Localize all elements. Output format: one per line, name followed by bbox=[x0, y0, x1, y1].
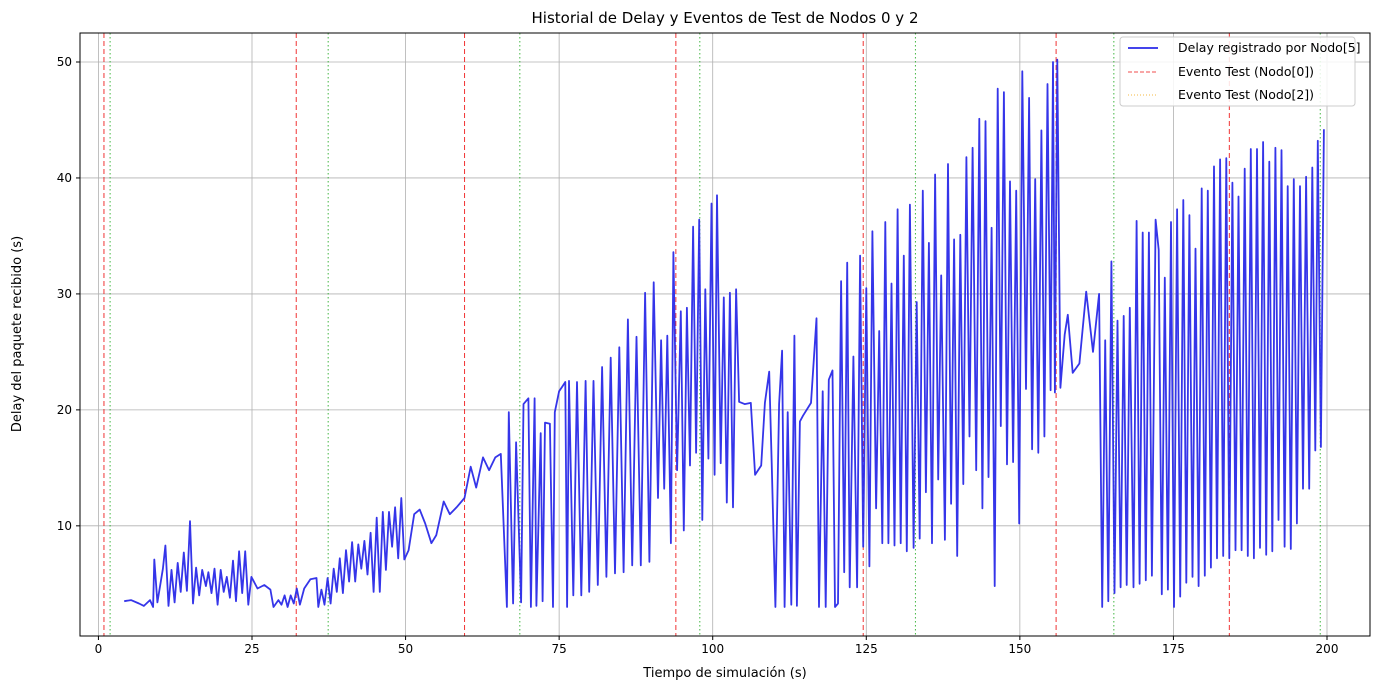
legend-box bbox=[1119, 36, 1356, 107]
x-tick-label: 100 bbox=[701, 642, 724, 656]
legend-label-delay: Delay registrado por Nodo[5] bbox=[1178, 40, 1361, 55]
x-tick-label: 0 bbox=[95, 642, 103, 656]
y-tick-label: 40 bbox=[57, 171, 72, 185]
y-tick-label: 30 bbox=[57, 287, 72, 301]
x-tick-label: 50 bbox=[398, 642, 413, 656]
x-axis-title: Tiempo de simulación (s) bbox=[642, 666, 806, 681]
x-tick-label: 175 bbox=[1162, 642, 1185, 656]
y-tick-label: 50 bbox=[57, 55, 72, 69]
y-tick-label: 20 bbox=[57, 403, 72, 417]
legend-label-test-nodo2: Evento Test (Nodo[2]) bbox=[1178, 87, 1314, 102]
y-tick-label: 10 bbox=[57, 519, 72, 533]
chart-title: Historial de Delay y Eventos de Test de … bbox=[532, 9, 919, 27]
legend: Delay registrado por Nodo[5] Evento Test… bbox=[1119, 36, 1361, 107]
x-tick-label: 150 bbox=[1008, 642, 1031, 656]
delay-series bbox=[124, 58, 1325, 608]
delay-line bbox=[124, 58, 1325, 608]
x-tick-label: 200 bbox=[1316, 642, 1339, 656]
y-axis-title: Delay del paquete recibido (s) bbox=[10, 236, 25, 432]
plot-frame bbox=[79, 32, 1371, 637]
x-tick-label: 75 bbox=[552, 642, 567, 656]
axis-ticks: 0 25 50 75 100 125 150 175 200 10 20 30 40 50 bbox=[57, 55, 1339, 656]
x-tick-label: 125 bbox=[855, 642, 878, 656]
x-tick-label: 25 bbox=[244, 642, 259, 656]
legend-label-test-nodo0: Evento Test (Nodo[0]) bbox=[1178, 64, 1314, 79]
